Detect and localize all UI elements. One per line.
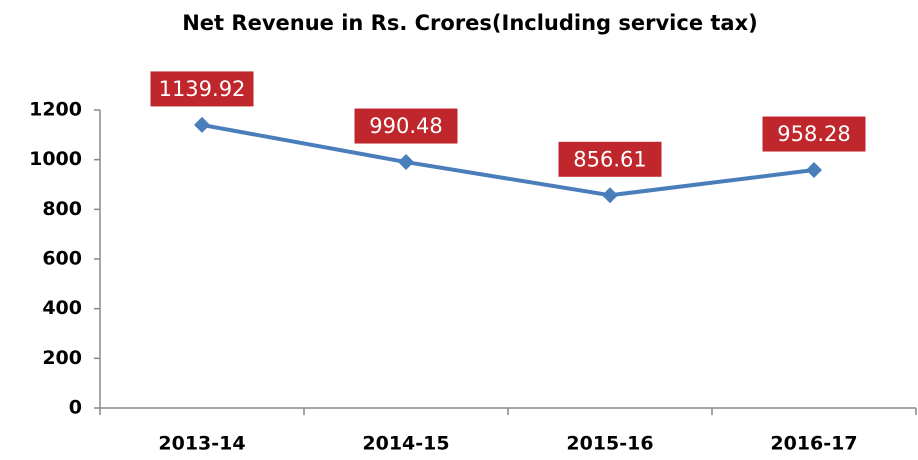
data-label-box <box>761 115 867 153</box>
data-label: 958.28 <box>761 115 867 153</box>
data-label: 856.61 <box>557 140 663 178</box>
x-tick-label: 2014-15 <box>362 433 449 455</box>
data-label-text: 990.48 <box>369 114 442 138</box>
marker <box>602 187 618 204</box>
data-label-box <box>353 107 459 145</box>
y-tick-label: 200 <box>42 347 82 369</box>
marker <box>398 154 414 171</box>
data-label: 1139.92 <box>149 70 255 108</box>
data-label: 990.48 <box>353 107 459 145</box>
y-tick-label: 0 <box>69 397 82 419</box>
y-tick-label: 600 <box>42 248 82 270</box>
y-tick-label: 400 <box>42 297 82 319</box>
x-tick-label: 2016-17 <box>770 433 857 455</box>
chart-title: Net Revenue in Rs. Crores(Including serv… <box>182 11 758 35</box>
data-label-text: 856.61 <box>573 147 646 171</box>
y-tick-label: 800 <box>42 198 82 220</box>
data-label-text: 1139.92 <box>159 77 246 101</box>
marker <box>806 162 822 179</box>
data-label-box <box>149 70 255 108</box>
marker <box>194 116 210 133</box>
y-tick-label: 1000 <box>29 148 82 170</box>
y-tick-label: 1200 <box>29 99 82 121</box>
x-tick-label: 2015-16 <box>566 433 653 455</box>
data-label-text: 958.28 <box>777 122 850 146</box>
x-tick-label: 2013-14 <box>158 433 245 455</box>
line <box>201 122 815 198</box>
data-label-box <box>557 140 663 178</box>
